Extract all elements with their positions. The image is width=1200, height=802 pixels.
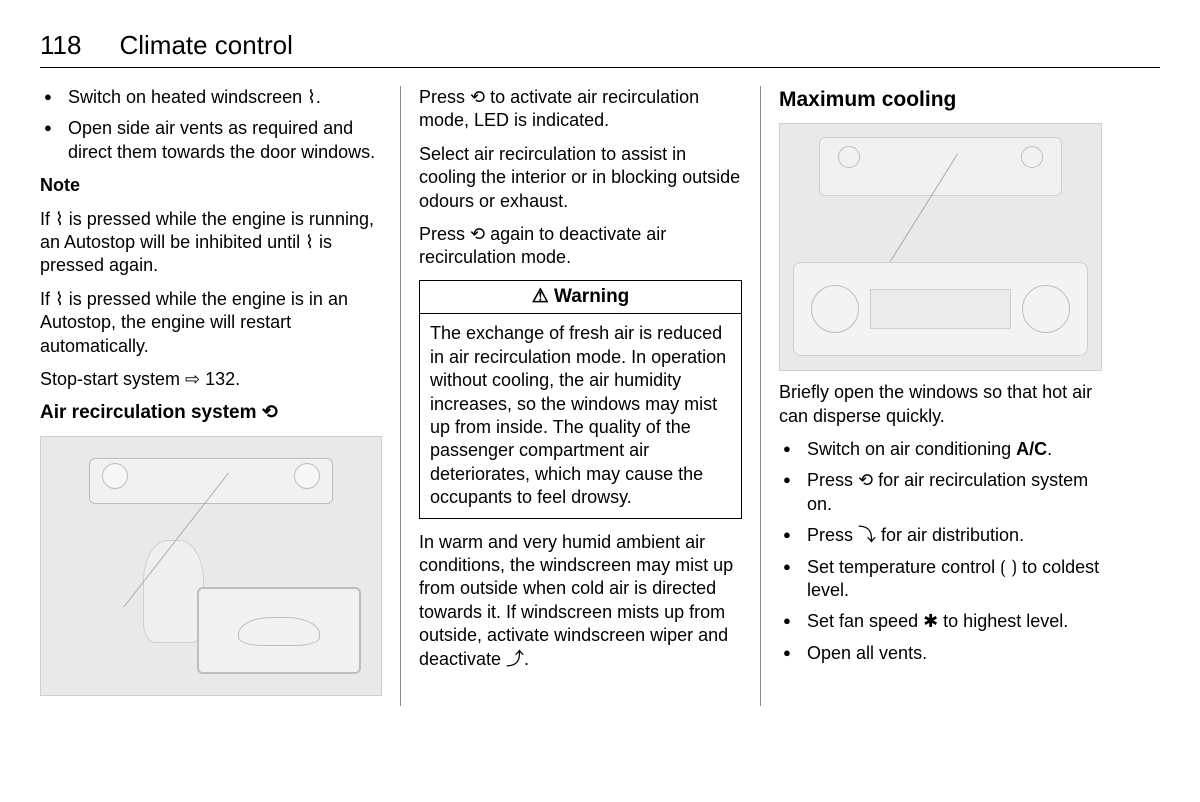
list-item: Open all vents. — [779, 642, 1102, 665]
max-cooling-heading: Maximum cooling — [779, 86, 1102, 113]
paragraph: In warm and very humid ambient air condi… — [419, 531, 742, 671]
dashboard-sketch — [41, 437, 381, 695]
text: Switch on air conditioning — [807, 439, 1016, 459]
paragraph: Select air recirculation to assist in co… — [419, 143, 742, 213]
list-item: Set temperature control ⟮ ⟯ to coldest l… — [779, 556, 1102, 603]
air-recirc-heading: Air recirculation system ⟲ — [40, 401, 382, 426]
column-3: Maximum cooling Briefly open the windows… — [760, 86, 1120, 706]
max-cooling-intro: Briefly open the windows so that hot air… — [779, 381, 1102, 428]
content-columns: Switch on heated windscreen ⌇. Open side… — [40, 86, 1160, 706]
air-recirc-illustration — [40, 436, 382, 696]
max-cooling-illustration — [779, 123, 1102, 371]
list-item: Press ⤵ for air distribution. — [779, 524, 1102, 547]
page-number: 118 — [40, 30, 81, 61]
list-item: Set fan speed ✱ to highest level. — [779, 610, 1102, 633]
note-paragraph: If ⌇ is pressed while the engine is runn… — [40, 208, 382, 278]
text: . — [1047, 439, 1052, 459]
column-2: Press ⟲ to activate air recirculation mo… — [400, 86, 760, 706]
paragraph: Press ⟲ again to deactivate air recircul… — [419, 223, 742, 270]
dashboard-sketch-2 — [780, 124, 1101, 370]
page-header: 118 Climate control — [40, 30, 1160, 68]
ac-label: A/C — [1016, 439, 1047, 459]
col1-bullet-list: Switch on heated windscreen ⌇. Open side… — [40, 86, 382, 164]
list-item: Press ⟲ for air recirculation system on. — [779, 469, 1102, 516]
warning-box: ⚠ Warning The exchange of fresh air is r… — [419, 280, 742, 519]
warning-body: The exchange of fresh air is reduced in … — [420, 314, 741, 517]
list-item: Switch on heated windscreen ⌇. — [40, 86, 382, 109]
column-1: Switch on heated windscreen ⌇. Open side… — [40, 86, 400, 706]
list-item: Open side air vents as required and dire… — [40, 117, 382, 164]
paragraph: Press ⟲ to activate air recirculation mo… — [419, 86, 742, 133]
note-paragraph: If ⌇ is pressed while the engine is in a… — [40, 288, 382, 358]
max-cooling-list: Switch on air conditioning A/C. Press ⟲ … — [779, 438, 1102, 665]
note-label: Note — [40, 174, 382, 197]
chapter-title: Climate control — [119, 30, 292, 61]
list-item: Switch on air conditioning A/C. — [779, 438, 1102, 461]
warning-title: ⚠ Warning — [420, 281, 741, 315]
stop-start-ref: Stop-start system ⇨ 132. — [40, 368, 382, 391]
